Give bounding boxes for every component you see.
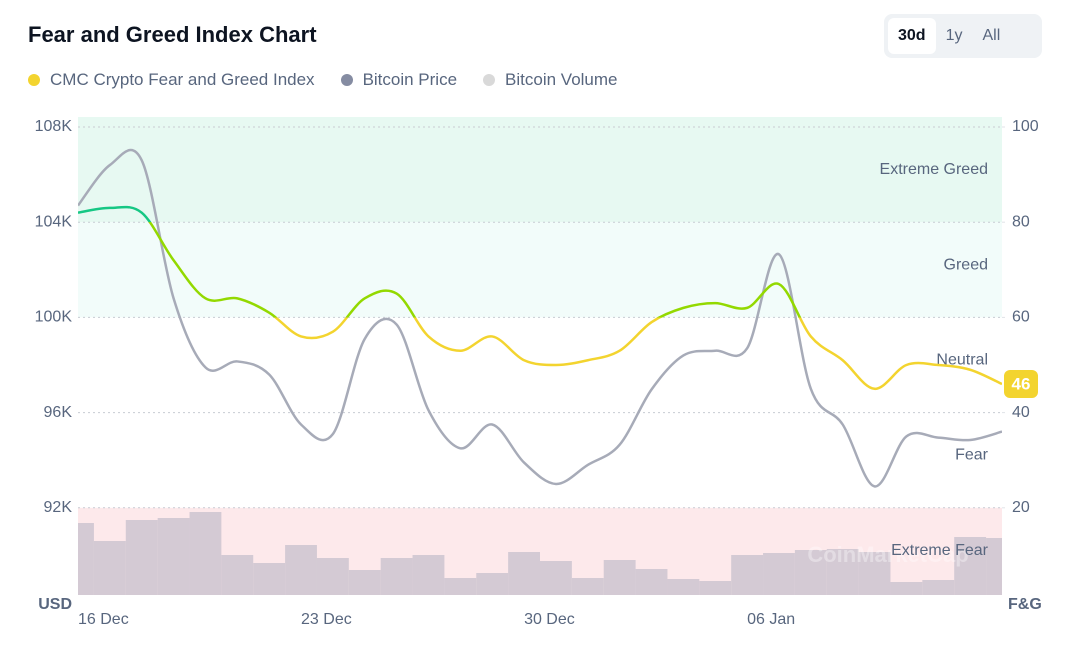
legend-dot [340,74,353,86]
y2-tick-label: 100 [1012,118,1039,135]
current-badge [1004,370,1038,399]
legend: CMC Crypto Fear and Greed Index Bitcoin P… [28,70,618,90]
y-tick-label: 108K [35,118,73,135]
volume-bar [858,552,891,595]
x-tick-label: 23 Dec [301,611,352,628]
volume-bar [221,555,254,595]
volume-bar [571,578,604,595]
volume-bar [794,550,827,595]
volume-bars [78,512,1002,595]
legend-label: Bitcoin Price [362,70,458,89]
zone-label: Extreme Fear [891,542,989,559]
volume-bar [93,541,126,595]
volume-bar [316,558,349,595]
volume-bar [890,582,923,595]
legend-item[interactable]: Bitcoin Volume [483,70,618,90]
fear-greed-line [78,205,1002,391]
legend-dot [28,74,40,86]
legend-dot [483,74,496,86]
volume-bar [189,512,222,595]
y-axis-label: USD [38,596,72,613]
volume-bar [157,518,190,595]
range-button[interactable]: All [982,27,1001,44]
legend-label: Bitcoin Volume [505,70,618,89]
range-tabs: 30d 1y All [884,14,1042,58]
x-tick-label: 16 Dec [78,611,129,628]
volume-bar [508,552,540,595]
x-tick-label: 06 Jan [747,611,795,628]
y-tick-label: 92K [44,499,73,516]
volume-bar [125,520,158,595]
volume-bar [826,549,859,595]
y2-axis-label: F&G [1008,596,1042,613]
volume-bar [348,570,381,595]
lines [78,148,1002,488]
volume-bar [731,555,764,595]
y-tick-label: 96K [44,404,73,421]
watermark: CoinMarketCap [807,542,968,567]
zone-band [78,222,1002,318]
price-line [78,148,1002,488]
volume-bar [78,523,94,595]
volume-bar [476,573,509,595]
volume-bar [603,560,636,595]
chart-title: Fear and Greed Index Chart [28,22,317,47]
y2-tick-label: 40 [1012,404,1030,421]
volume-bar [763,553,795,595]
volume-bar [667,579,700,595]
volume-bar [635,569,668,595]
current-value: 46 [1012,375,1031,394]
zone-label: Fear [955,447,989,464]
volume-bar [540,561,572,595]
range-button[interactable]: 30d [888,18,936,54]
volume-bar [412,555,445,595]
legend-item[interactable]: CMC Crypto Fear and Greed Index [28,70,315,90]
range-button[interactable]: 1y [945,27,963,44]
zone-label: Greed [944,256,988,273]
volume-bar [285,545,317,595]
y-tick-label: 100K [35,309,73,326]
zone-label: Extreme Greed [880,161,988,178]
y2-tick-label: 80 [1012,213,1030,230]
y2-tick-label: 60 [1012,309,1030,326]
volume-bar [922,580,955,595]
volume-bar [954,537,987,595]
zone-band [78,412,1002,508]
zone-band [78,117,1002,223]
x-tick-label: 30 Dec [524,611,575,628]
y-tick-label: 104K [35,213,73,230]
zone-label: Neutral [936,351,988,368]
legend-item[interactable]: Bitcoin Price [340,70,458,90]
volume-bar [444,578,477,595]
legend-label: CMC Crypto Fear and Greed Index [50,70,315,89]
volume-bar [699,581,732,595]
y2-tick-label: 20 [1012,499,1030,516]
volume-bar [380,558,413,595]
volume-bar [253,563,286,595]
volume-bar [986,538,1002,595]
